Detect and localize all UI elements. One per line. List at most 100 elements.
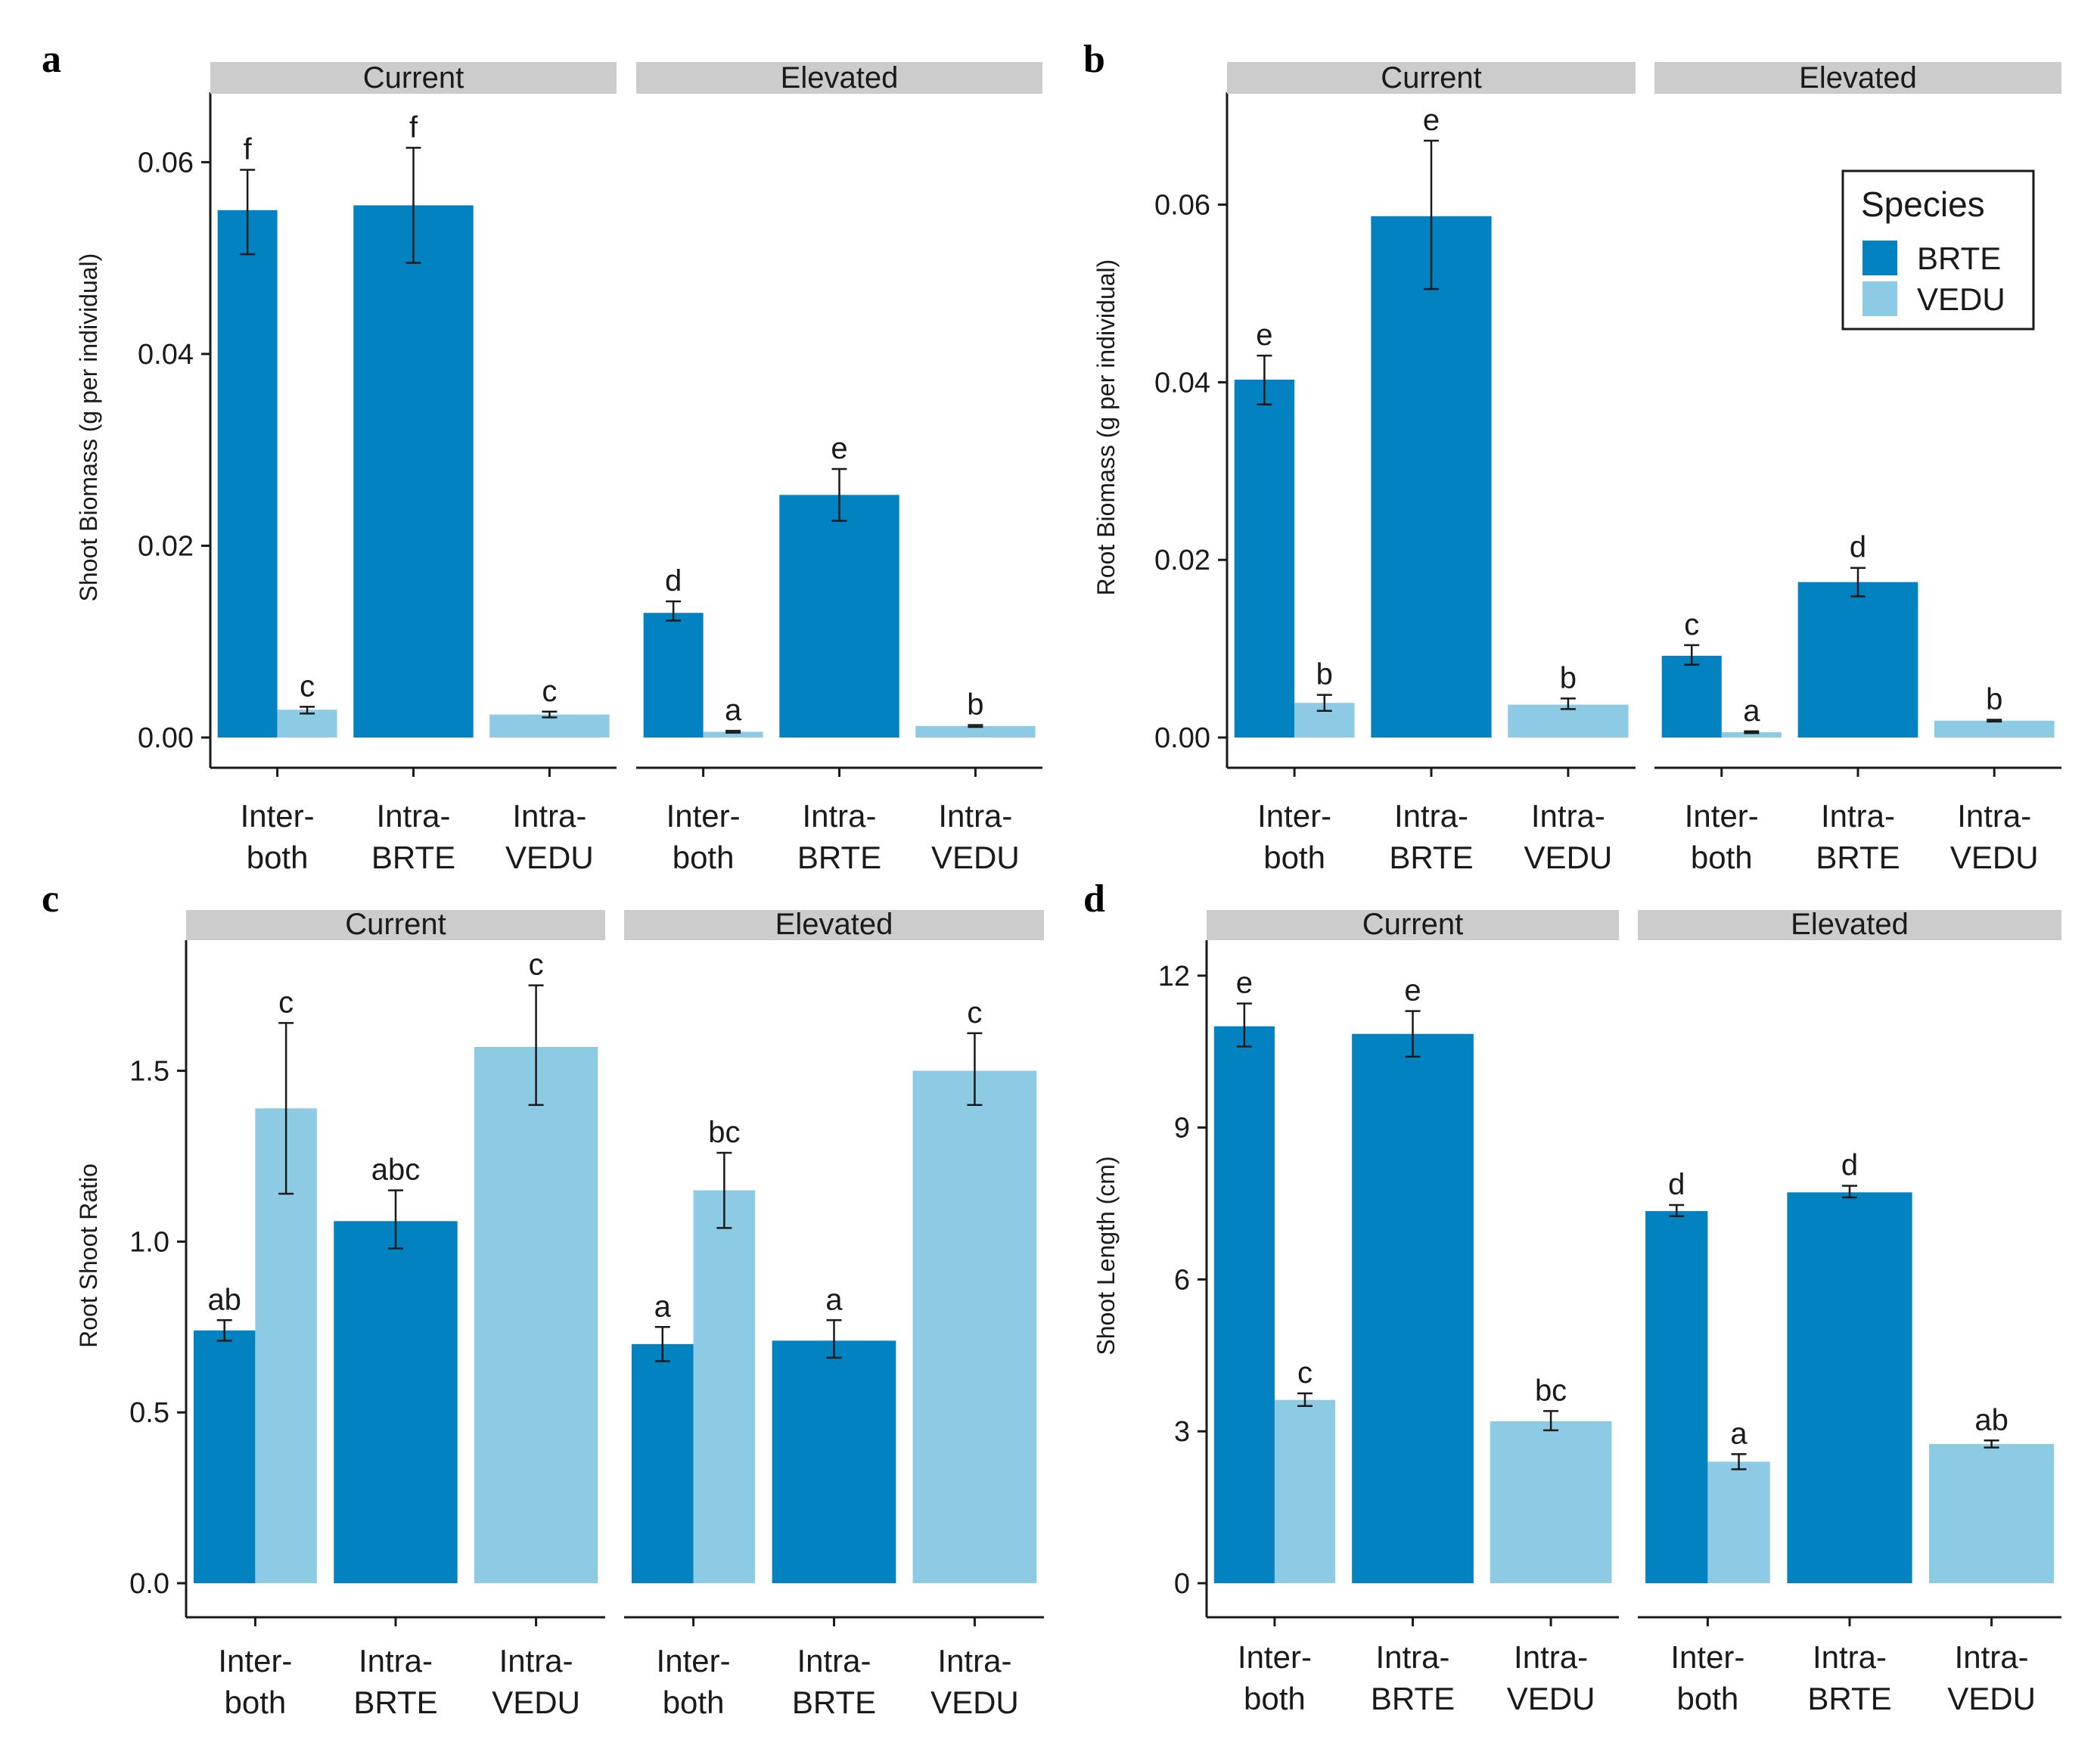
x-tick-label: Inter- bbox=[218, 1643, 292, 1679]
facet-elevated: Elevated Inter-both Intra- BRTE Intra- VEDU a b… bbox=[624, 908, 1044, 1720]
facet-current: Current Inter-both Intra- BRTE Intra- VEDU e c e… bbox=[1207, 908, 1619, 1716]
x-tick-label: BRTE bbox=[353, 1685, 437, 1720]
x-tick-label: Inter- bbox=[1685, 798, 1759, 834]
bar-elevated-brte bbox=[1797, 582, 1918, 738]
x-tick-label: BRTE bbox=[1807, 1681, 1891, 1716]
error-bar bbox=[1684, 644, 1700, 666]
x-tick-label: Intra- bbox=[802, 798, 876, 834]
y-tick-label: 9 bbox=[1174, 1113, 1190, 1144]
x-tick-label: BRTE bbox=[792, 1685, 876, 1720]
panel-a: a 0.00 0.02 0.04 0.06 Shoot Biomass (g per in… bbox=[42, 38, 1042, 875]
x-tick-label: VEDU bbox=[1947, 1681, 2036, 1716]
legend-title: Species bbox=[1861, 185, 1985, 224]
error-bar bbox=[968, 724, 983, 728]
bar-current-vedu bbox=[1508, 704, 1629, 738]
significance-label: b bbox=[1316, 658, 1333, 691]
significance-label: ab bbox=[207, 1283, 241, 1316]
x-tick-label: both bbox=[1263, 840, 1325, 875]
bar-current-vedu bbox=[474, 1046, 598, 1583]
x-tick-label: Intra- bbox=[1394, 798, 1468, 834]
panel-c: c 0.0 0.5 1.0 1.5 Root Shoot Ratio Current Inte… bbox=[42, 877, 1044, 1720]
bar-elevated-brte bbox=[643, 613, 704, 738]
y-tick-label: 1.5 bbox=[129, 1056, 169, 1088]
error-bar bbox=[1842, 1185, 1857, 1199]
bar-elevated-vedu bbox=[912, 1070, 1037, 1583]
bar-current-vedu bbox=[1274, 1399, 1336, 1583]
error-bar bbox=[1984, 1439, 1999, 1449]
facet-strip bbox=[1207, 910, 1619, 940]
facet-current: Current Inter-both Intra- BRTE Intra- VEDU e b e… bbox=[1227, 61, 1636, 875]
y-tick-label: 0.02 bbox=[1154, 545, 1210, 576]
significance-label: a bbox=[725, 694, 742, 727]
bar-elevated-vedu bbox=[1929, 1443, 2055, 1583]
panel-d: d 0 3 6 9 12 Shoot Length (cm) Current Inter-bot… bbox=[1083, 877, 2061, 1716]
significance-label: a bbox=[654, 1290, 672, 1323]
error-bar bbox=[967, 1032, 983, 1106]
error-bar bbox=[1560, 697, 1576, 710]
significance-label: c bbox=[1297, 1356, 1313, 1390]
facet-strip-label: Elevated bbox=[1791, 908, 1909, 941]
facet-strip-label: Elevated bbox=[781, 61, 899, 95]
error-bar bbox=[725, 729, 741, 734]
x-tick-label: Intra- bbox=[797, 1643, 871, 1679]
panel-letter-a: a bbox=[42, 38, 61, 81]
x-tick-label: Intra- bbox=[359, 1643, 433, 1679]
x-tick-label: Inter- bbox=[1670, 1639, 1744, 1675]
y-axis-title: Shoot Length (cm) bbox=[1092, 1156, 1120, 1355]
facet-current: CurrentInter-bothIntra-BRTEIntra-VEDUabc… bbox=[186, 908, 605, 1720]
bar-current-brte bbox=[1213, 1026, 1275, 1583]
bar-elevated-vedu bbox=[703, 731, 763, 738]
y-tick-label: 6 bbox=[1174, 1264, 1190, 1296]
bar-elevated-brte bbox=[1787, 1192, 1912, 1583]
bar-current-brte bbox=[353, 205, 474, 738]
significance-label: ab bbox=[1974, 1403, 2008, 1436]
significance-label: a bbox=[825, 1283, 843, 1316]
x-tick-label: Intra- bbox=[937, 1643, 1011, 1679]
significance-label: b bbox=[1986, 683, 2002, 716]
bar-elevated-brte bbox=[779, 495, 899, 738]
x-tick-label: BRTE bbox=[1816, 840, 1900, 875]
y-tick-label: 0.04 bbox=[1154, 367, 1210, 399]
x-tick-label: BRTE bbox=[1389, 840, 1473, 875]
bar-current-vedu bbox=[489, 714, 610, 738]
x-tick-label: Intra- bbox=[376, 798, 450, 834]
legend-label-vedu: VEDU bbox=[1917, 281, 2005, 317]
significance-label: b bbox=[967, 688, 983, 722]
error-bar bbox=[826, 1319, 842, 1359]
x-tick-label: VEDU bbox=[931, 840, 1020, 875]
facet-elevated: Elevated Inter-both Intra- BRTE Intra- VEDU c a… bbox=[1654, 61, 2061, 875]
significance-label: e bbox=[1404, 974, 1421, 1008]
legend-label-brte: BRTE bbox=[1917, 241, 2001, 276]
bar-current-vedu bbox=[1490, 1421, 1612, 1583]
significance-label: f bbox=[409, 110, 418, 144]
bar-elevated-brte bbox=[1645, 1211, 1708, 1583]
x-tick-label: both bbox=[673, 840, 735, 875]
bar-current-brte bbox=[1234, 379, 1295, 738]
x-tick-label: Intra- bbox=[1813, 1639, 1887, 1675]
x-tick-label: Intra- bbox=[1821, 798, 1895, 834]
error-bar bbox=[216, 1319, 232, 1342]
panel-letter-b: b bbox=[1083, 38, 1105, 81]
x-tick-label: Inter- bbox=[241, 798, 315, 834]
x-tick-label: Intra- bbox=[1957, 798, 2031, 834]
panel-b: b 0.00 0.02 0.04 0.06 Root Biomass (g per ind… bbox=[1083, 38, 2061, 875]
y-tick-label: 0.04 bbox=[138, 339, 194, 371]
x-tick-label: Inter- bbox=[657, 1643, 731, 1679]
significance-label: d bbox=[665, 564, 682, 598]
x-tick-label: both bbox=[1244, 1681, 1306, 1716]
significance-label: e bbox=[1236, 967, 1253, 1000]
error-bar bbox=[528, 984, 544, 1106]
facet-strip-label: Current bbox=[1362, 908, 1463, 941]
x-tick-label: both bbox=[225, 1685, 287, 1720]
x-tick-label: BRTE bbox=[797, 840, 881, 875]
error-bar bbox=[300, 706, 315, 715]
facet-current: Current Inter-both Intra- BRTE Intra- VEDU f c f… bbox=[210, 61, 617, 875]
x-tick-label: both bbox=[663, 1685, 725, 1720]
x-tick-label: Intra- bbox=[1375, 1639, 1449, 1675]
error-bar bbox=[831, 467, 847, 522]
bar-elevated-vedu bbox=[693, 1190, 756, 1583]
facet-strip-label: Elevated bbox=[775, 908, 893, 941]
significance-label: c bbox=[278, 986, 294, 1019]
